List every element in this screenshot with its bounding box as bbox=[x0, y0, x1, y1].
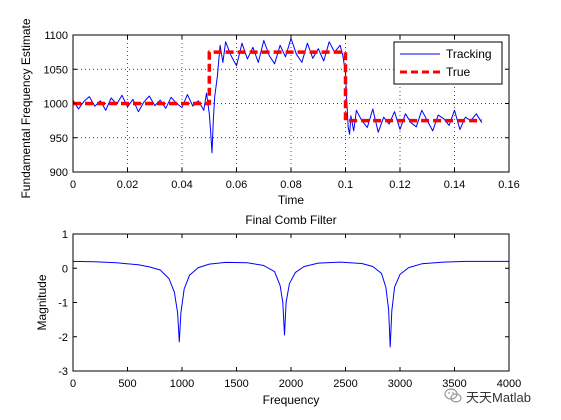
bottom-x-tick-label: 0 bbox=[70, 378, 76, 390]
comb-filter-axes: Final Comb Filter 0 500 1000 1500 2000 2500 30… bbox=[35, 213, 521, 407]
top-x-tick-label: 0.08 bbox=[280, 179, 301, 191]
bottom-x-tick-label: 3500 bbox=[442, 378, 466, 390]
bottom-x-tick-label: 3000 bbox=[388, 378, 412, 390]
top-y-tick-label: 1100 bbox=[44, 30, 68, 42]
bottom-x-tick-label: 4000 bbox=[497, 378, 521, 390]
watermark-text: 天天Matlab bbox=[466, 389, 532, 405]
bottom-x-axis-label: Frequency bbox=[263, 393, 320, 407]
true-frequency-line bbox=[73, 50, 482, 123]
top-x-tick-label: 0.04 bbox=[171, 179, 192, 191]
top-x-tick-label: 0 bbox=[70, 179, 76, 191]
top-y-tick-label: 950 bbox=[50, 133, 68, 145]
bottom-x-tick-label: 1000 bbox=[170, 378, 194, 390]
bottom-y-tick-label: -3 bbox=[58, 366, 68, 378]
bottom-x-tick-label: 2000 bbox=[279, 378, 303, 390]
wechat-icon bbox=[444, 388, 462, 403]
top-x-tick-label: 0.14 bbox=[444, 179, 465, 191]
legend-box bbox=[393, 41, 503, 85]
watermark: 天天Matlab bbox=[444, 384, 556, 408]
top-x-tick-label: 0.16 bbox=[498, 179, 519, 191]
top-x-tick-label: 0.1 bbox=[338, 179, 353, 191]
bottom-x-tick-label: 2500 bbox=[333, 378, 357, 390]
top-y-tick-label: 1050 bbox=[44, 64, 68, 76]
bottom-chart-title: Final Comb Filter bbox=[245, 213, 336, 227]
top-x-axis-label: Time bbox=[278, 193, 305, 207]
bottom-series-layer bbox=[72, 260, 509, 348]
top-y-tick-label: 900 bbox=[50, 167, 68, 179]
top-x-tick-label: 0.12 bbox=[389, 179, 410, 191]
legend: Tracking True bbox=[393, 41, 503, 85]
tracking-axes: 0 0.02 0.04 0.06 0.08 0.1 0.12 0.14 0.16 900 950 10… bbox=[19, 18, 520, 207]
top-y-axis-label: Fundamental Frequency Estimate bbox=[19, 18, 33, 198]
top-y-tick-label: 1000 bbox=[44, 99, 68, 111]
bottom-y-tick-label: 0 bbox=[62, 263, 68, 275]
top-x-tick-label: 0.02 bbox=[117, 179, 138, 191]
top-ticks: 0 0.02 0.04 0.06 0.08 0.1 0.12 0.14 0.16 900 950 10… bbox=[44, 30, 520, 191]
legend-tracking-label: Tracking bbox=[446, 47, 492, 61]
bottom-y-tick-label: 1 bbox=[62, 229, 68, 241]
bottom-x-tick-label: 1500 bbox=[224, 378, 248, 390]
top-x-tick-label: 0.06 bbox=[226, 179, 247, 191]
bottom-y-axis-label: Magnitude bbox=[35, 274, 49, 330]
bottom-ticks: 0 500 1000 1500 2000 2500 3000 3500 4000 -3 -2 -1 0 1 bbox=[58, 229, 521, 390]
bottom-y-tick-label: -2 bbox=[58, 332, 68, 344]
comb-filter-magnitude-line bbox=[72, 260, 509, 348]
top-series-layer bbox=[72, 37, 483, 154]
bottom-x-tick-label: 500 bbox=[118, 378, 136, 390]
bottom-y-tick-label: -1 bbox=[58, 298, 68, 310]
legend-true-label: True bbox=[446, 65, 471, 79]
